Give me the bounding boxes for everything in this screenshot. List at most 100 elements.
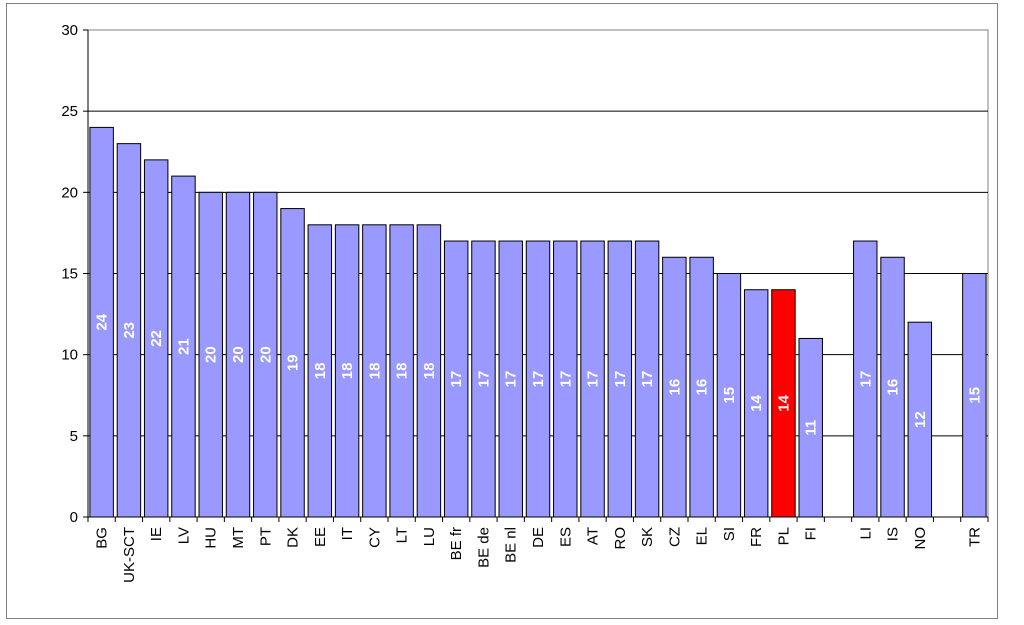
x-tick-label: LI xyxy=(857,527,874,540)
data-label: 17 xyxy=(585,371,602,388)
x-tick-label: BG xyxy=(94,527,111,549)
y-tick-label: 0 xyxy=(70,509,78,526)
data-label: 17 xyxy=(475,371,492,388)
bar-de xyxy=(525,240,551,518)
bar-lv xyxy=(171,175,196,518)
data-label: 14 xyxy=(775,394,792,411)
x-tick-label: MT xyxy=(230,527,247,549)
data-label: 17 xyxy=(530,371,547,388)
data-label: 17 xyxy=(557,371,574,388)
x-tick-label: DE xyxy=(530,527,547,548)
y-tick-label: 15 xyxy=(61,266,78,283)
x-tick-label: ES xyxy=(557,527,574,547)
x-tick-label: CY xyxy=(366,527,383,548)
x-tick-label: FR xyxy=(748,527,765,547)
data-label: 23 xyxy=(121,322,138,339)
data-label: 16 xyxy=(885,379,902,396)
x-tick-label: EL xyxy=(694,527,711,545)
bar-it xyxy=(334,224,360,518)
data-label: 22 xyxy=(148,330,165,347)
x-tick-label: CZ xyxy=(666,527,683,547)
x-tick-label: LU xyxy=(421,527,438,546)
bar-uk-sct xyxy=(116,143,142,518)
y-tick-label: 25 xyxy=(61,103,78,120)
x-tick-label: BE de xyxy=(475,527,492,568)
data-label: 18 xyxy=(394,363,411,380)
bar-es xyxy=(553,240,578,518)
data-label: 15 xyxy=(721,387,738,404)
bar-cz xyxy=(662,256,687,518)
data-label: 17 xyxy=(612,371,629,388)
x-tick-label: LT xyxy=(394,527,411,543)
data-label: 16 xyxy=(694,379,711,396)
bar-mt xyxy=(225,191,251,518)
x-tick-label: LV xyxy=(175,527,192,544)
bar-cy xyxy=(362,224,387,518)
x-tick-label: IS xyxy=(885,527,902,541)
x-tick-label: SI xyxy=(721,527,738,541)
y-tick-label: 20 xyxy=(61,184,78,201)
bar-li xyxy=(853,240,878,518)
bar-el xyxy=(689,256,714,518)
bar-ee xyxy=(307,224,333,518)
data-label: 17 xyxy=(448,371,465,388)
data-label: 11 xyxy=(803,420,820,436)
y-tick-label: 30 xyxy=(61,22,78,39)
x-tick-label: RO xyxy=(612,527,629,550)
bar-is xyxy=(880,256,905,518)
x-tick-label: DK xyxy=(285,527,302,548)
bar-pt xyxy=(253,191,278,518)
x-tick-label: FI xyxy=(803,527,820,540)
bar-fi xyxy=(798,337,823,518)
bar-ro xyxy=(607,240,633,518)
bar-sk xyxy=(634,240,660,518)
data-label: 16 xyxy=(666,379,683,396)
bar-si xyxy=(716,273,742,518)
data-label: 15 xyxy=(966,387,983,404)
data-label: 18 xyxy=(421,363,438,380)
bar-bg xyxy=(89,126,114,518)
data-label: 17 xyxy=(639,371,656,388)
x-tick-label: IE xyxy=(148,527,165,541)
y-tick-label: 10 xyxy=(61,347,78,364)
bar-fr xyxy=(743,289,769,518)
data-label: 17 xyxy=(503,371,520,388)
x-tick-label: BE nl xyxy=(503,527,520,563)
data-label: 14 xyxy=(748,394,765,411)
data-label: 20 xyxy=(257,346,274,363)
bar-be-nl xyxy=(498,240,523,518)
x-tick-label: EE xyxy=(312,527,329,547)
y-tick-label: 5 xyxy=(70,428,78,445)
x-tick-label: SK xyxy=(639,527,656,547)
data-label: 24 xyxy=(94,313,111,330)
x-tick-label: PL xyxy=(775,527,792,545)
x-tick-label: PT xyxy=(257,527,274,546)
data-label: 18 xyxy=(339,363,356,380)
bar-be-fr xyxy=(443,240,469,518)
x-tick-label: BE fr xyxy=(448,527,465,560)
data-label: 17 xyxy=(857,371,874,388)
bar-at xyxy=(580,240,605,518)
x-tick-label: AT xyxy=(585,527,602,545)
bar-ie xyxy=(143,159,169,518)
data-label: 20 xyxy=(203,346,220,363)
x-tick-label: UK-SCT xyxy=(121,527,138,583)
x-tick-label: HU xyxy=(203,527,220,549)
data-label: 21 xyxy=(175,338,192,355)
data-label: 12 xyxy=(912,411,929,428)
x-tick-label: IT xyxy=(339,527,356,540)
bar-dk xyxy=(280,208,305,518)
data-label: 18 xyxy=(312,363,329,380)
data-label: 19 xyxy=(285,354,302,371)
x-tick-label: NO xyxy=(912,527,929,550)
bar-no xyxy=(907,321,933,518)
bar-tr xyxy=(962,273,987,518)
x-tick-label: TR xyxy=(966,527,983,547)
bar-lu xyxy=(416,224,442,518)
data-label: 18 xyxy=(366,363,383,380)
bar-be-de xyxy=(471,240,496,518)
bar-hu xyxy=(198,191,223,518)
bar-lt xyxy=(389,224,414,518)
data-label: 20 xyxy=(230,346,247,363)
